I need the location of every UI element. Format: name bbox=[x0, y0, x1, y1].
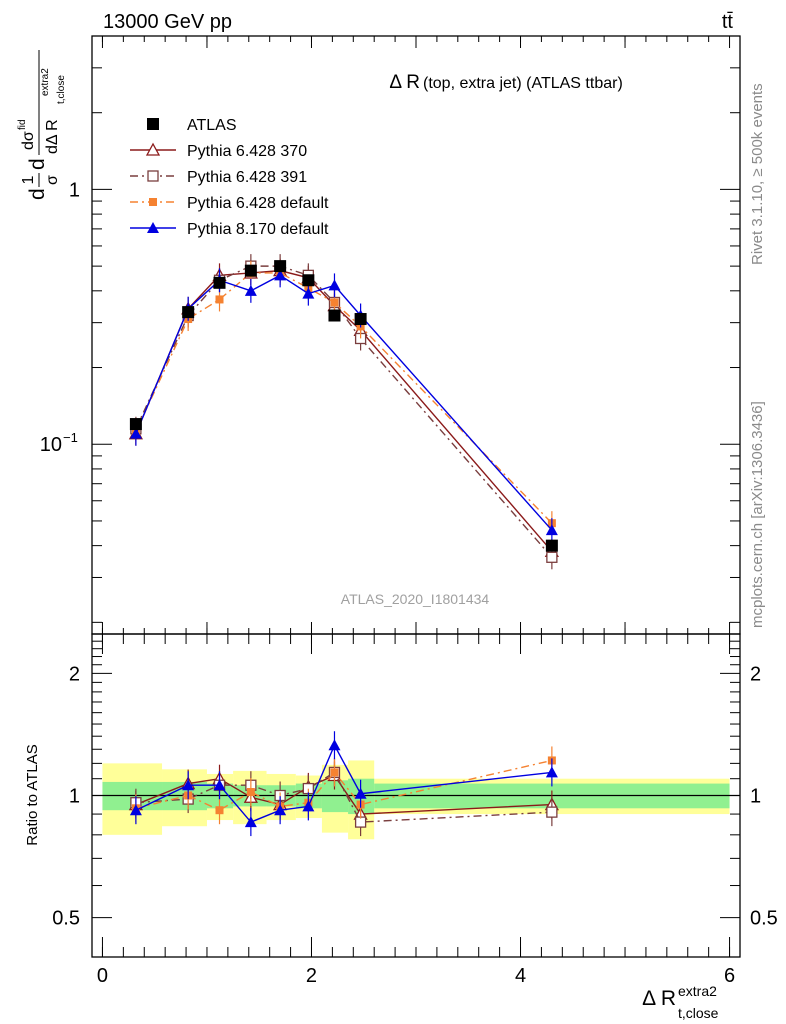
point-pythia-6-428-391 bbox=[546, 551, 558, 563]
legend-label-pythia-6-428-370: Pythia 6.428 370 bbox=[187, 143, 307, 160]
main-panel: 10 −1 1 Δ R (top, extra jet) (ATLAS ttbar)… bbox=[17, 35, 741, 635]
point-atlas bbox=[302, 274, 315, 287]
point-atlas bbox=[354, 313, 367, 326]
point-pythia-8-170-default bbox=[129, 427, 142, 439]
point-atlas bbox=[244, 264, 257, 277]
y-tick-label: 10 bbox=[40, 434, 62, 456]
ylabel-frac1-den: σ bbox=[44, 175, 61, 185]
ratio-point-pythia-8-170-default bbox=[213, 779, 226, 791]
point-pythia-8-170-default bbox=[545, 524, 558, 536]
ylabel-frac2-num: dσ bbox=[20, 131, 37, 150]
ratio-frame bbox=[91, 633, 741, 958]
point-pythia-8-170-default bbox=[274, 269, 287, 281]
y-tick-label-exponent: −1 bbox=[63, 430, 78, 445]
mcplots-label: mcplots.cern.ch [arXiv:1306.3436] bbox=[749, 401, 766, 628]
ylabel-frac2-num-sup: fid bbox=[17, 119, 28, 130]
ratio-point-pythia-6-428-default bbox=[246, 788, 255, 797]
legend-marker-atlas bbox=[147, 118, 159, 130]
ratio-y-tick-label-right: 1 bbox=[750, 786, 761, 808]
point-pythia-6-428-default bbox=[330, 298, 339, 307]
series-line-pythia-6-428-391 bbox=[135, 265, 553, 558]
main-title: (top, extra jet) (ATLAS ttbar) bbox=[423, 75, 623, 92]
ratio-point-pythia-6-428-391 bbox=[354, 816, 367, 828]
y-tick-label: 1 bbox=[69, 179, 80, 201]
ratio-data-layer bbox=[128, 731, 559, 837]
legend-label-pythia-6-428-391: Pythia 6.428 391 bbox=[187, 169, 307, 186]
legend-marker-pythia-6-428-default bbox=[149, 198, 157, 206]
ratio-x-tick-label: 6 bbox=[724, 965, 735, 987]
xlabel-sub: t,close bbox=[678, 1005, 719, 1021]
header-left: 13000 GeV pp bbox=[103, 11, 232, 33]
ratio-y-tick-label: 2 bbox=[69, 663, 80, 685]
ratio-y-tick-label-right: 0.5 bbox=[750, 908, 778, 930]
ratio-x-label: Δ R t,close extra2 bbox=[642, 983, 719, 1021]
point-atlas bbox=[213, 276, 226, 289]
main-data-layer bbox=[128, 254, 559, 570]
point-pythia-6-428-default bbox=[215, 295, 224, 304]
ratio-point-pythia-8-170-default bbox=[129, 804, 142, 816]
ratio-point-pythia-8-170-default bbox=[244, 816, 257, 828]
main-y-label: d 1 σ d dσ fid dΔ R t,close extra2 bbox=[17, 50, 67, 200]
point-atlas bbox=[328, 309, 341, 322]
ratio-x-tick-label: 0 bbox=[97, 965, 108, 987]
main-title-symbol: Δ R bbox=[389, 72, 420, 93]
ratio-y-tick-label-right: 2 bbox=[750, 663, 761, 685]
ylabel-frac2-den-sup: extra2 bbox=[40, 68, 51, 96]
legend-label-pythia-6-428-default: Pythia 6.428 default bbox=[187, 195, 329, 212]
point-atlas bbox=[129, 418, 142, 431]
legend-marker-pythia-8-170-default bbox=[147, 222, 159, 233]
ratio-point-pythia-8-170-default bbox=[328, 739, 341, 751]
main-axis-ticks: 10 −1 1 bbox=[40, 35, 740, 634]
ratio-x-tick-label: 2 bbox=[306, 965, 317, 987]
ratio-y-tick-label: 1 bbox=[69, 786, 80, 808]
ylabel-frac2-den: dΔ R bbox=[44, 119, 61, 154]
ratio-point-pythia-8-170-default bbox=[354, 787, 367, 799]
legend-label-pythia-8-170-default: Pythia 8.170 default bbox=[187, 221, 329, 238]
point-atlas bbox=[545, 539, 558, 552]
ratio-point-pythia-8-170-default bbox=[182, 779, 195, 791]
ratio-axis-ticks: 0.5 0.5 1 1 2 2 0 2 4 6 bbox=[52, 633, 778, 987]
point-atlas bbox=[182, 306, 195, 319]
ylabel-d2: d bbox=[26, 158, 49, 170]
ylabel-frac2-den-sub: t,close bbox=[56, 75, 67, 104]
point-atlas bbox=[274, 260, 287, 273]
legend-marker-pythia-6-428-370 bbox=[145, 142, 161, 156]
legend-label-atlas: ATLAS bbox=[187, 117, 237, 134]
ylabel-d1: d bbox=[26, 188, 49, 200]
point-pythia-8-170-default bbox=[302, 287, 315, 299]
ratio-y-label: Ratio to ATLAS bbox=[24, 744, 41, 845]
rivet-label: Rivet 3.1.10, ≥ 500k events bbox=[749, 83, 766, 265]
ratio-panel: 0.5 0.5 1 1 2 2 0 2 4 6 Ratio to ATLAS Δ R t,clos… bbox=[24, 633, 778, 1021]
series-line-pythia-6-428-370 bbox=[135, 269, 553, 552]
legend: ATLAS Pythia 6.428 370 Pythia 6.428 391 Pyt… bbox=[130, 117, 329, 238]
ratio-point-pythia-6-428-default bbox=[330, 768, 339, 777]
ratio-point-pythia-6-428-391 bbox=[546, 806, 558, 818]
ylabel-frac1-num: 1 bbox=[20, 175, 37, 184]
ratio-point-pythia-8-170-default bbox=[545, 766, 558, 778]
xlabel-main: Δ R bbox=[642, 987, 676, 1010]
ratio-y-tick-label: 0.5 bbox=[52, 908, 80, 930]
header-right: tt̄ bbox=[722, 11, 734, 33]
legend-marker-pythia-6-428-391 bbox=[147, 170, 159, 182]
xlabel-sup: extra2 bbox=[678, 983, 717, 999]
point-pythia-8-170-default bbox=[244, 284, 257, 296]
ratio-point-pythia-6-428-default bbox=[215, 806, 224, 815]
ratio-x-tick-label: 4 bbox=[515, 965, 526, 987]
analysis-watermark: ATLAS_2020_I1801434 bbox=[341, 591, 490, 607]
ratio-point-pythia-8-170-default bbox=[274, 804, 287, 816]
point-pythia-8-170-default bbox=[328, 279, 341, 291]
ratio-point-pythia-8-170-default bbox=[302, 800, 315, 812]
